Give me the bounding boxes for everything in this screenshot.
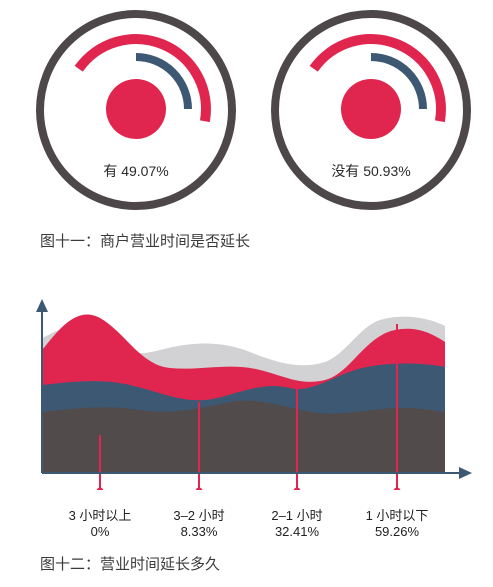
gauge-no-outer-arc: [309, 34, 446, 123]
gauge-no-dot: [341, 79, 401, 139]
category-block: 3 小时以上 0%: [50, 508, 150, 540]
category-block: 1 小时以下 59.26%: [347, 508, 447, 540]
y-axis-arrow: [36, 299, 48, 312]
category-value: 59.26%: [374, 524, 420, 539]
gauge-yes: 有 49.07%: [34, 8, 238, 212]
figure-11-caption: 图十一：商户营业时间是否延长: [40, 232, 251, 250]
category-value: 8.33%: [180, 524, 218, 539]
gauge-yes-label: 有 49.07%: [103, 163, 169, 179]
gauge-no: 没有 50.93%: [269, 8, 473, 212]
category-block: 2–1 小时 32.41%: [247, 508, 347, 540]
marker-dot: [96, 487, 104, 490]
gauge-no-label: 没有 50.93%: [331, 163, 411, 179]
category-value: 0%: [90, 524, 110, 539]
gauge-no-inner-arc: [370, 53, 427, 110]
figure-12-caption: 图十二：营业时间延长多久: [40, 555, 221, 573]
category-label: 1 小时以下: [365, 508, 429, 523]
category-label: 3 小时以上: [68, 508, 132, 523]
gauge-no-graphic: [271, 10, 471, 210]
area-chart: [36, 299, 472, 490]
gauge-yes-dot: [106, 79, 166, 139]
marker-dot: [393, 487, 401, 490]
category-label: 3–2 小时: [173, 508, 225, 523]
gauge-yes-inner-arc: [135, 53, 192, 110]
gauge-yes-graphic: [36, 10, 236, 210]
marker-dot: [293, 487, 301, 490]
category-block: 3–2 小时 8.33%: [149, 508, 249, 540]
x-axis-arrow: [459, 467, 472, 479]
marker-dot: [195, 487, 203, 490]
category-value: 32.41%: [274, 524, 320, 539]
area-layer-dark: [42, 400, 445, 473]
category-label: 2–1 小时: [271, 508, 323, 523]
gauge-yes-outer-arc: [74, 34, 211, 123]
